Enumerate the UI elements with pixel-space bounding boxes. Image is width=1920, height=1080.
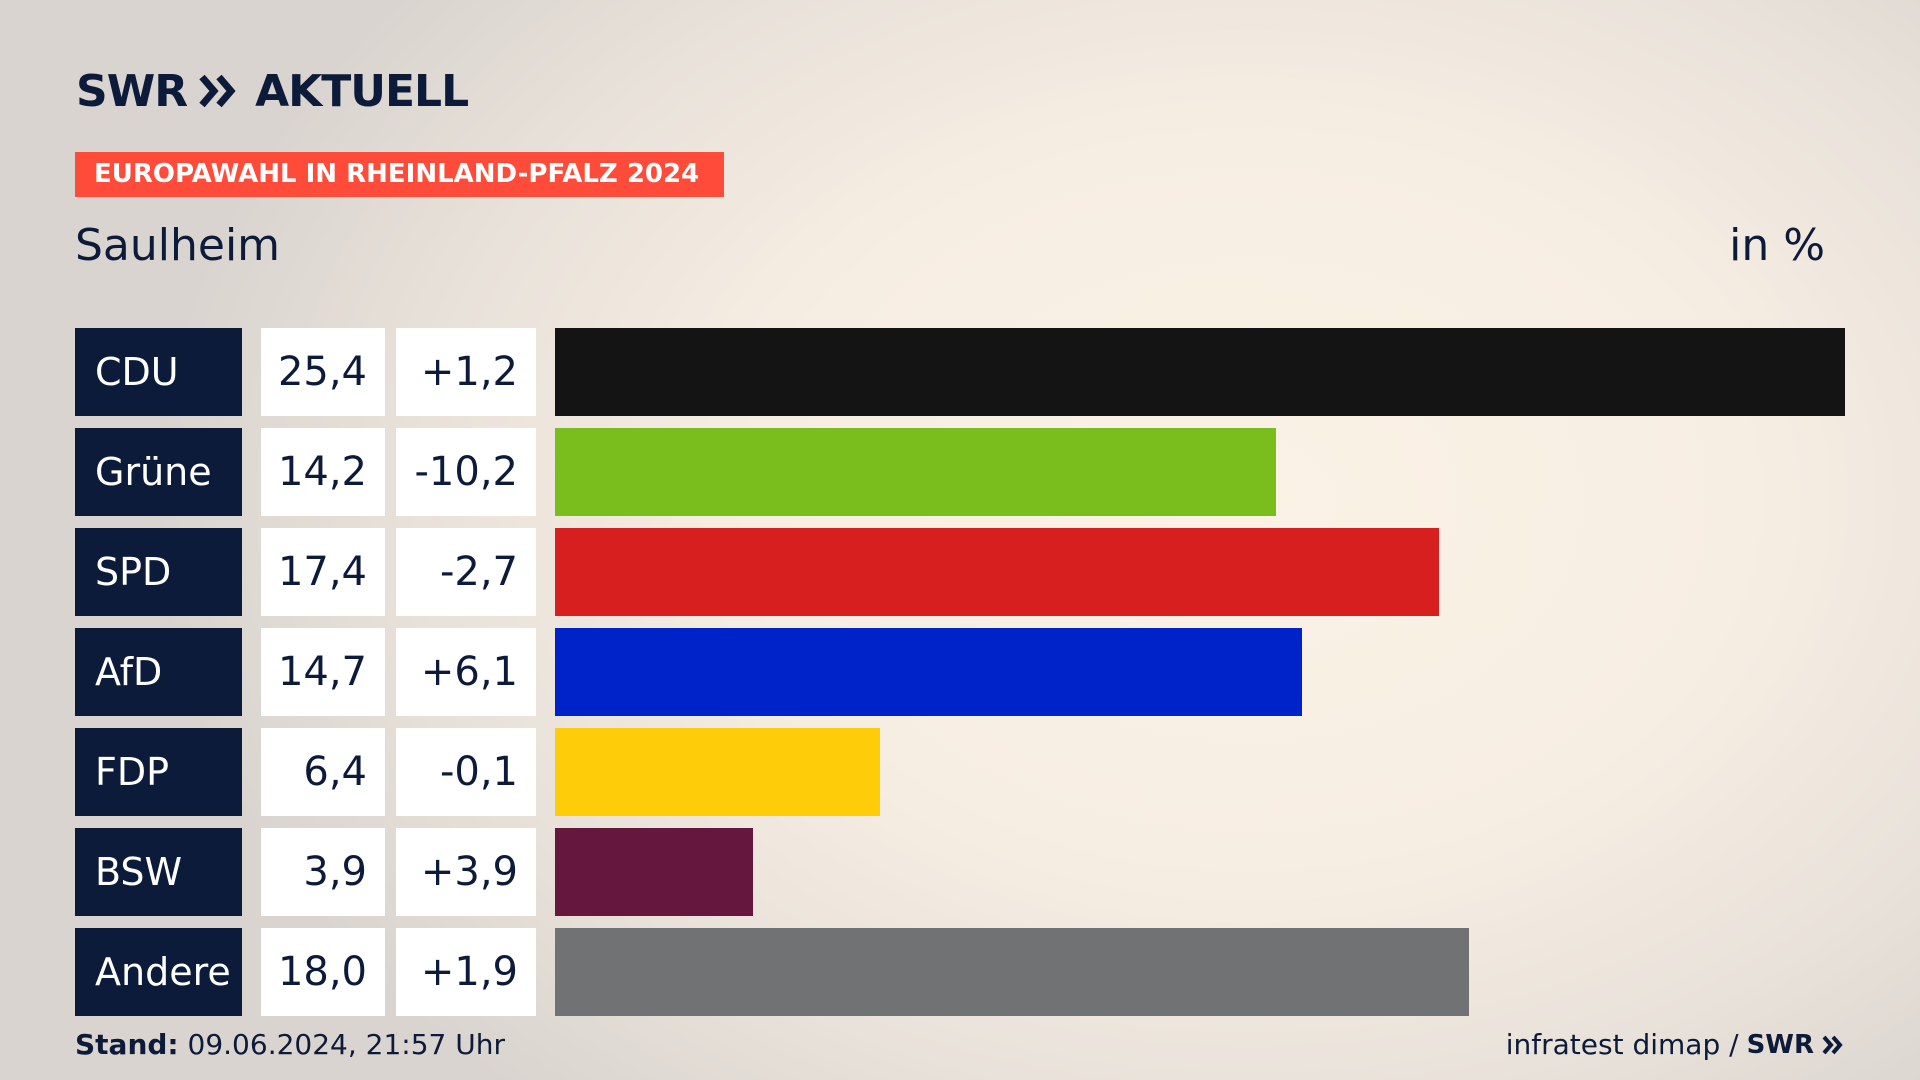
result-bar — [555, 928, 1469, 1016]
result-row-afd: AfD 14,7 +6,1 — [75, 628, 1845, 716]
vote-share-label: 3,9 — [261, 828, 385, 916]
swr-aktuell-logo: SWR AKTUELL — [76, 65, 469, 117]
result-bar — [555, 728, 880, 816]
result-bar — [555, 628, 1302, 716]
vote-share-label: 18,0 — [261, 928, 385, 1016]
result-row-grüne: Grüne 14,2 -10,2 — [75, 428, 1845, 516]
change-label: +6,1 — [396, 628, 536, 716]
logo-section: AKTUELL — [255, 65, 469, 117]
vote-share-label: 25,4 — [261, 328, 385, 416]
vote-share-label: 17,4 — [261, 528, 385, 616]
result-bar — [555, 528, 1439, 616]
result-row-fdp: FDP 6,4 -0,1 — [75, 728, 1845, 816]
result-row-bsw: BSW 3,9 +3,9 — [75, 828, 1845, 916]
vote-share-label: 6,4 — [261, 728, 385, 816]
result-row-spd: SPD 17,4 -2,7 — [75, 528, 1845, 616]
result-bar — [555, 828, 753, 916]
party-label: Grüne — [75, 428, 242, 516]
source-text: infratest dimap / — [1505, 1028, 1739, 1061]
results-chart: CDU 25,4 +1,2 Grüne 14,2 -10,2 SPD 17,4 -2,7 AfD 1… — [75, 328, 1845, 1028]
result-bar — [555, 328, 1845, 416]
election-banner: EUROPAWAHL IN RHEINLAND-PFALZ 2024 — [75, 152, 724, 197]
change-label: -10,2 — [396, 428, 536, 516]
unit-label: in % — [1729, 220, 1825, 271]
region-title: Saulheim — [75, 220, 281, 271]
vote-share-label: 14,2 — [261, 428, 385, 516]
timestamp: Stand: 09.06.2024, 21:57 Uhr — [75, 1028, 505, 1061]
double-chevron-small-icon — [1822, 1035, 1843, 1054]
change-label: -2,7 — [396, 528, 536, 616]
result-row-andere: Andere 18,0 +1,9 — [75, 928, 1845, 1016]
stand-value: 09.06.2024, 21:57 Uhr — [187, 1028, 505, 1061]
result-row-cdu: CDU 25,4 +1,2 — [75, 328, 1845, 416]
change-label: -0,1 — [396, 728, 536, 816]
party-label: SPD — [75, 528, 242, 616]
logo-brand: SWR — [76, 65, 188, 117]
result-bar — [555, 428, 1276, 516]
stand-label: Stand: — [75, 1028, 179, 1061]
source-brand: SWR — [1746, 1029, 1814, 1060]
party-label: FDP — [75, 728, 242, 816]
source-credit: infratest dimap / SWR — [1506, 1028, 1844, 1061]
double-chevron-icon — [199, 74, 236, 108]
party-label: Andere — [75, 928, 242, 1016]
change-label: +1,9 — [396, 928, 536, 1016]
party-label: CDU — [75, 328, 242, 416]
change-label: +3,9 — [396, 828, 536, 916]
vote-share-label: 14,7 — [261, 628, 385, 716]
party-label: BSW — [75, 828, 242, 916]
change-label: +1,2 — [396, 328, 536, 416]
party-label: AfD — [75, 628, 242, 716]
